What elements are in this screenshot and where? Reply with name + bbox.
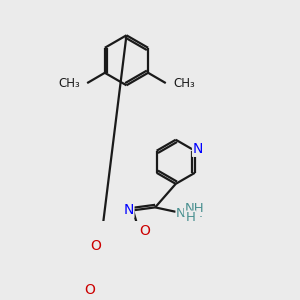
Text: O: O xyxy=(90,239,101,254)
Text: CH₃: CH₃ xyxy=(58,77,80,90)
Text: CH₃: CH₃ xyxy=(173,77,195,90)
Text: H: H xyxy=(193,207,202,220)
Text: N: N xyxy=(124,203,134,217)
Text: O: O xyxy=(140,224,150,238)
Text: H: H xyxy=(186,211,196,224)
Text: N: N xyxy=(193,142,203,156)
Text: NH: NH xyxy=(176,207,196,220)
Text: NH: NH xyxy=(184,202,204,215)
Text: O: O xyxy=(84,283,95,297)
